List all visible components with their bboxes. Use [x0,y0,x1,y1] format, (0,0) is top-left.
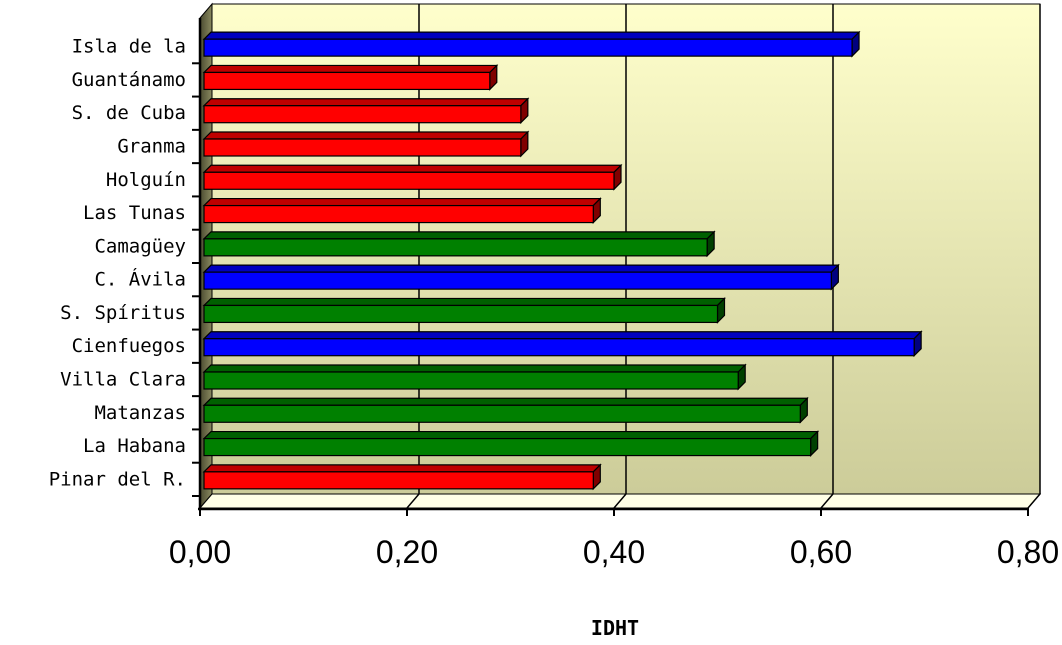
bar [202,197,602,225]
grid-line [1027,4,1041,509]
x-tick-label: 0,60 [790,534,852,570]
bar [202,463,602,491]
bar [202,296,726,324]
x-tick-label: 0,80 [997,534,1059,570]
category-label: Villa Clara [60,369,186,391]
bar [202,130,530,158]
x-tick-label: 0,20 [376,534,438,570]
category-label: Isla de la [72,36,186,58]
grid-line [820,4,834,509]
category-label: Guantánamo [72,69,186,91]
category-label: Las Tunas [83,202,186,224]
bar [202,30,861,58]
bar [202,230,716,258]
category-label: Matanzas [94,402,186,424]
grid-line [613,4,627,509]
x-tick-label: 0,40 [583,534,645,570]
bar [202,63,499,91]
bar [202,363,747,391]
bar [202,330,923,358]
category-label: C. Ávila [94,268,186,291]
category-label: S. Spíritus [60,302,186,324]
bar [202,430,820,458]
x-axis-title: IDHT [591,616,639,640]
category-label: La Habana [83,435,186,457]
bar [202,97,530,125]
category-label: Holguín [106,169,186,191]
bar [202,163,623,191]
category-label: S. de Cuba [72,102,186,124]
category-label: Granma [117,136,186,158]
bar [202,396,809,424]
category-label: Camagüey [94,235,186,257]
x-tick-label: 0,00 [169,534,231,570]
bar [202,263,840,291]
category-label: Cienfuegos [72,335,186,357]
category-label: Pinar del R. [49,468,186,490]
